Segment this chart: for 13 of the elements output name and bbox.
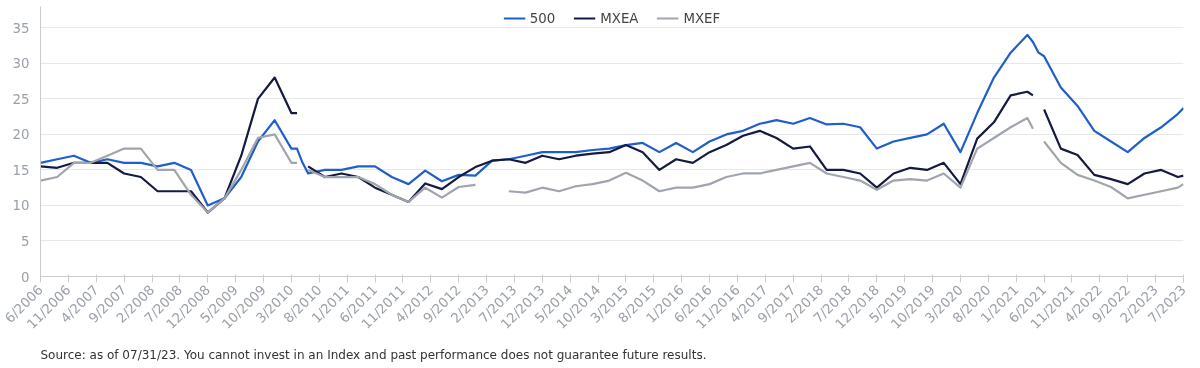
y-tick-label: 35 xyxy=(12,20,30,36)
line-series xyxy=(40,33,1184,207)
y-tick-label: 5 xyxy=(21,233,30,249)
y-tick-label: 30 xyxy=(12,56,30,72)
y-tick-label: 15 xyxy=(12,162,30,178)
y-tick-label: 20 xyxy=(12,127,30,143)
source-note: Source: as of 07/31/23. You cannot invest in an Index and past performance does not guarantee future results. xyxy=(40,347,707,362)
y-tick-label: 0 xyxy=(21,269,30,285)
legend-label: MXEF xyxy=(683,10,721,26)
y-tick-label: 25 xyxy=(12,91,30,107)
legend-label: 500 xyxy=(529,10,556,26)
legend-label: MXEA xyxy=(600,10,639,26)
y-tick-label: 10 xyxy=(12,198,30,214)
